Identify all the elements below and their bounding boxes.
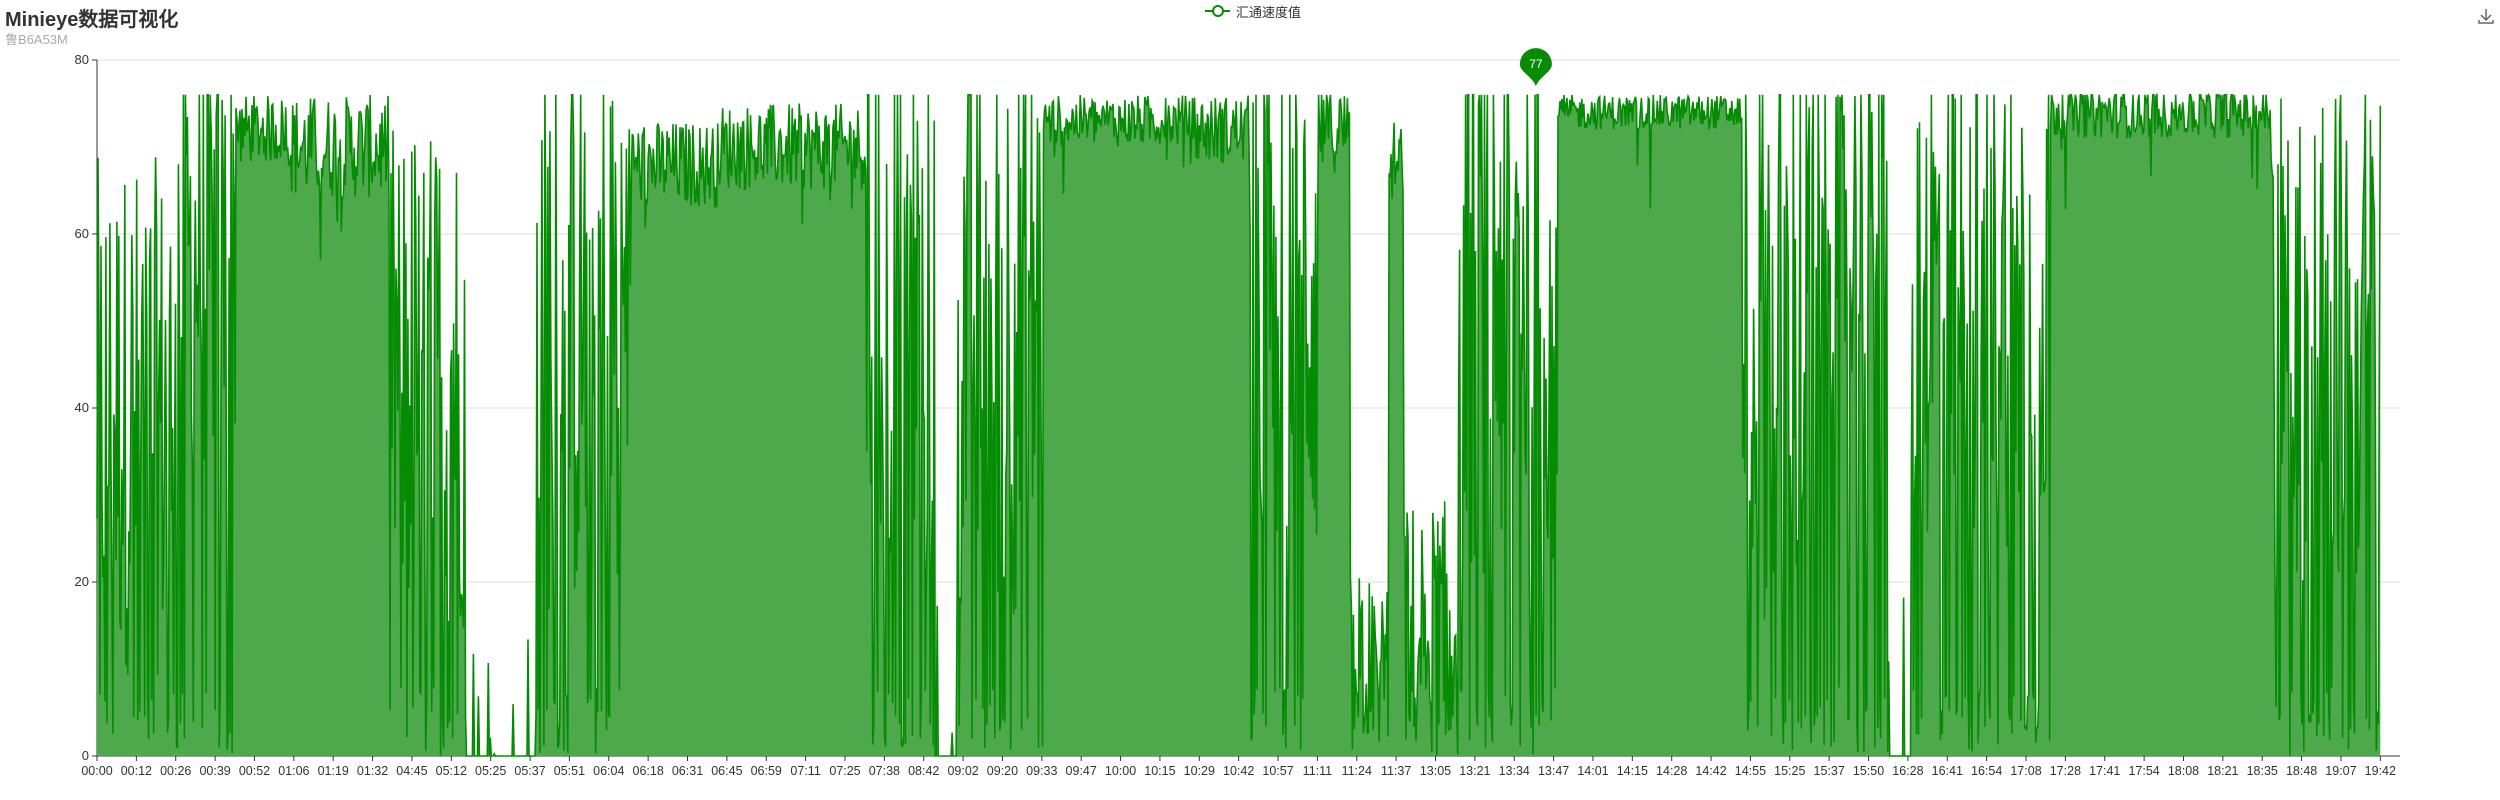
x-tick-label: 06:45 [711, 764, 742, 778]
x-tick-label: 14:28 [1656, 764, 1687, 778]
x-tick-label: 13:21 [1459, 764, 1490, 778]
y-tick-label: 60 [75, 226, 89, 241]
x-tick-label: 00:12 [121, 764, 152, 778]
speed-line [96, 92, 2382, 757]
x-tick-label: 10:15 [1144, 764, 1175, 778]
y-tick-label: 20 [75, 574, 89, 589]
x-tick-label: 06:59 [751, 764, 782, 778]
x-tick-label: 15:50 [1853, 764, 1884, 778]
marker-value: 77 [1529, 57, 1543, 71]
x-tick-label: 01:06 [278, 764, 309, 778]
x-tick-label: 07:25 [829, 764, 860, 778]
x-tick-label: 14:55 [1735, 764, 1766, 778]
legend-line-icon [1205, 5, 1230, 17]
x-axis: 00:00 00:12 00:26 00:39 00:52 01:06 01:19 01:32… [81, 756, 2396, 778]
x-tick-label: 06:31 [672, 764, 703, 778]
x-tick-label: 04:45 [396, 764, 427, 778]
x-tick-label: 07:38 [869, 764, 900, 778]
x-tick-label: 00:52 [239, 764, 270, 778]
x-tick-label: 10:42 [1223, 764, 1254, 778]
x-tick-label: 05:37 [514, 764, 545, 778]
x-tick-label: 11:37 [1381, 764, 1411, 778]
x-tick-label: 01:32 [357, 764, 388, 778]
x-tick-label: 00:39 [199, 764, 230, 778]
legend-item-speed[interactable]: 汇通速度值 [1205, 2, 1301, 20]
x-tick-label: 19:07 [2325, 764, 2356, 778]
x-tick-label: 09:02 [947, 764, 978, 778]
x-tick-label: 11:24 [1342, 764, 1372, 778]
x-tick-label: 00:00 [81, 764, 112, 778]
x-tick-label: 05:51 [554, 764, 585, 778]
y-tick-label: 80 [75, 52, 89, 67]
x-tick-label: 11:11 [1303, 764, 1332, 778]
x-tick-label: 18:48 [2286, 764, 2317, 778]
chart-title: Minieye数据可视化 [5, 9, 179, 31]
legend-label: 汇通速度值 [1236, 4, 1302, 20]
x-tick-label: 09:47 [1066, 764, 1097, 778]
x-tick-label: 10:29 [1184, 764, 1215, 778]
x-tick-label: 18:35 [2247, 764, 2278, 778]
x-tick-label: 13:47 [1538, 764, 1569, 778]
x-tick-label: 09:33 [1026, 764, 1057, 778]
x-tick-label: 05:25 [475, 764, 506, 778]
x-tick-label: 18:08 [2168, 764, 2199, 778]
x-tick-label: 08:42 [908, 764, 939, 778]
x-tick-label: 17:54 [2128, 764, 2159, 778]
x-tick-label: 06:04 [593, 764, 624, 778]
x-tick-label: 16:54 [1971, 764, 2002, 778]
x-tick-label: 17:41 [2089, 764, 2120, 778]
download-icon[interactable] [2476, 6, 2496, 26]
x-tick-label: 14:15 [1617, 764, 1648, 778]
x-tick-label: 14:42 [1695, 764, 1726, 778]
x-tick-label: 06:18 [633, 764, 664, 778]
y-tick-label: 40 [75, 400, 89, 415]
y-tick-label: 0 [82, 748, 89, 763]
x-tick-label: 17:08 [2010, 764, 2041, 778]
x-tick-label: 18:21 [2207, 764, 2238, 778]
x-tick-label: 17:28 [2050, 764, 2081, 778]
x-tick-label: 10:00 [1105, 764, 1136, 778]
x-tick-label: 16:28 [1892, 764, 1923, 778]
x-tick-label: 16:41 [1932, 764, 1963, 778]
max-marker: 77 [1519, 48, 1552, 87]
x-tick-label: 07:11 [790, 764, 820, 778]
x-tick-label: 13:05 [1420, 764, 1451, 778]
x-tick-label: 05:12 [436, 764, 467, 778]
x-tick-label: 00:26 [160, 764, 191, 778]
x-tick-label: 01:19 [318, 764, 349, 778]
x-tick-label: 15:37 [1814, 764, 1845, 778]
x-tick-label: 14:01 [1577, 764, 1608, 778]
marker-pin-icon [1519, 48, 1552, 87]
x-tick-label: 09:20 [987, 764, 1018, 778]
x-tick-label: 19:42 [2365, 764, 2396, 778]
x-tick-label: 10:57 [1262, 764, 1293, 778]
y-axis: 0 20 40 60 80 [75, 52, 98, 763]
x-tick-label: 15:25 [1774, 764, 1805, 778]
chart-subtitle: 鲁B6A53M [5, 32, 68, 47]
x-tick-label: 13:34 [1499, 764, 1530, 778]
